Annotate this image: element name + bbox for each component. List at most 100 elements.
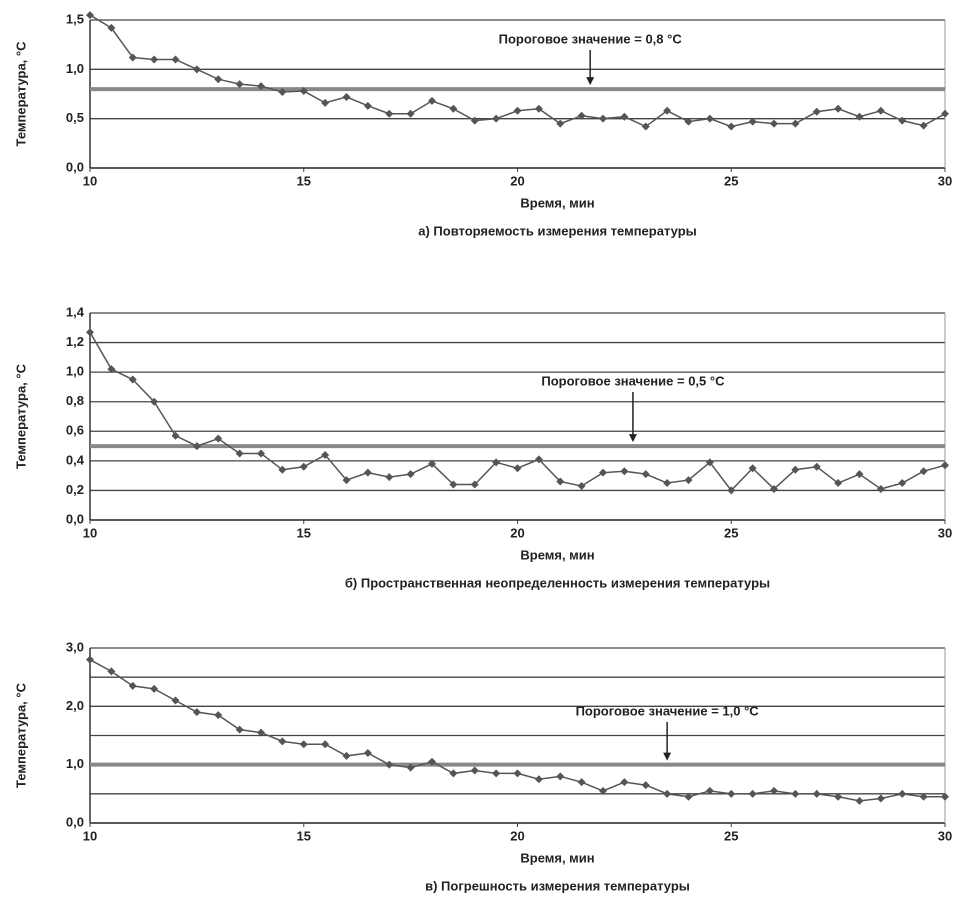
y-axis-label: Температура, °С bbox=[13, 363, 28, 469]
threshold-label: Пороговое значение = 1,0 °С bbox=[576, 703, 760, 718]
data-point bbox=[321, 98, 330, 107]
data-point bbox=[107, 365, 116, 374]
data-point bbox=[620, 778, 629, 787]
data-point bbox=[449, 104, 458, 113]
x-tick-label: 20 bbox=[510, 828, 524, 843]
data-point bbox=[898, 789, 907, 798]
y-tick-label: 0,0 bbox=[66, 511, 84, 526]
data-point bbox=[513, 769, 522, 778]
data-point bbox=[941, 109, 949, 118]
data-point bbox=[876, 484, 885, 493]
data-point bbox=[770, 484, 778, 493]
data-point bbox=[663, 789, 672, 798]
y-tick-label: 1,2 bbox=[66, 334, 84, 349]
x-tick-label: 20 bbox=[510, 173, 524, 188]
y-tick-label: 1,0 bbox=[66, 756, 84, 771]
threshold-label: Пороговое значение = 0,8 °С bbox=[499, 31, 683, 46]
data-point bbox=[684, 476, 693, 485]
data-point bbox=[363, 101, 372, 110]
data-point bbox=[107, 23, 116, 32]
data-point bbox=[534, 775, 543, 784]
data-point bbox=[855, 112, 864, 121]
data-point bbox=[385, 760, 394, 769]
data-point bbox=[171, 431, 180, 440]
chart-title: б) Пространственная неопределенность изм… bbox=[345, 575, 770, 590]
x-tick-label: 25 bbox=[724, 525, 738, 540]
data-point bbox=[150, 55, 159, 64]
data-point bbox=[834, 792, 843, 801]
y-tick-label: 0,8 bbox=[66, 393, 84, 408]
data-point bbox=[577, 481, 586, 490]
data-point bbox=[599, 786, 607, 795]
data-point bbox=[876, 106, 885, 115]
x-axis-label: Время, мин bbox=[520, 547, 594, 562]
y-tick-label: 1,0 bbox=[66, 364, 84, 379]
data-point bbox=[235, 449, 244, 458]
data-point bbox=[363, 749, 372, 757]
data-point bbox=[684, 117, 693, 126]
data-point bbox=[941, 792, 949, 801]
y-tick-label: 0,0 bbox=[66, 814, 84, 829]
data-point bbox=[492, 769, 501, 778]
chart-title: а) Повторяемость измерения температуры bbox=[418, 223, 697, 238]
data-point bbox=[876, 794, 885, 803]
data-point bbox=[192, 65, 201, 74]
chart-panel: 0,0 1,0 2,0 3,0 10 15 20 25 30 Пороговое значение… bbox=[13, 639, 952, 893]
data-point bbox=[556, 119, 565, 128]
data-point bbox=[257, 728, 265, 737]
x-tick-label: 30 bbox=[938, 828, 952, 843]
data-point bbox=[599, 114, 607, 123]
arrow-head bbox=[663, 752, 672, 761]
x-tick-label: 20 bbox=[510, 525, 524, 540]
x-tick-label: 30 bbox=[938, 525, 952, 540]
data-point bbox=[128, 681, 137, 690]
data-point bbox=[150, 684, 159, 693]
data-point bbox=[748, 789, 757, 798]
arrow-head bbox=[586, 77, 595, 86]
x-tick-label: 10 bbox=[83, 525, 97, 540]
data-point bbox=[470, 766, 479, 775]
data-point bbox=[834, 479, 843, 488]
data-point bbox=[321, 450, 330, 459]
data-point bbox=[342, 92, 351, 101]
data-point bbox=[855, 796, 864, 805]
data-point bbox=[428, 757, 436, 766]
data-point bbox=[770, 786, 778, 795]
data-point bbox=[919, 467, 928, 476]
data-point bbox=[919, 121, 928, 130]
data-point bbox=[150, 397, 159, 406]
data-point bbox=[641, 781, 650, 790]
data-point bbox=[705, 458, 714, 467]
data-point bbox=[791, 119, 800, 128]
x-axis-label: Время, мин bbox=[520, 195, 594, 210]
data-point bbox=[641, 122, 650, 131]
data-point bbox=[727, 486, 736, 495]
data-point bbox=[257, 82, 265, 91]
data-point bbox=[86, 655, 94, 664]
x-tick-label: 15 bbox=[297, 173, 311, 188]
y-tick-label: 0,4 bbox=[66, 452, 85, 467]
chart-title: в) Погрешность измерения температуры bbox=[425, 878, 690, 893]
data-point bbox=[684, 792, 693, 801]
data-point bbox=[577, 111, 586, 120]
data-point bbox=[449, 480, 458, 489]
data-point bbox=[599, 468, 607, 477]
chart-panel: 0,0 0,2 0,4 0,6 0,8 1,0 1,2 1,4 10 15 20 25 30 Порого… bbox=[13, 304, 952, 590]
data-point bbox=[556, 772, 565, 781]
data-point bbox=[663, 106, 672, 115]
data-point bbox=[513, 106, 522, 115]
data-point bbox=[727, 789, 736, 798]
data-point bbox=[791, 465, 800, 474]
data-point bbox=[791, 789, 800, 798]
data-point bbox=[470, 480, 479, 489]
data-point bbox=[513, 464, 522, 473]
data-point bbox=[898, 116, 907, 125]
data-point bbox=[812, 107, 821, 116]
data-point bbox=[748, 464, 757, 473]
data-point bbox=[492, 458, 501, 467]
data-point bbox=[534, 455, 543, 464]
data-point bbox=[534, 104, 543, 113]
x-tick-label: 25 bbox=[724, 828, 738, 843]
y-tick-label: 0,6 bbox=[66, 423, 84, 438]
y-tick-label: 1,0 bbox=[66, 61, 84, 76]
